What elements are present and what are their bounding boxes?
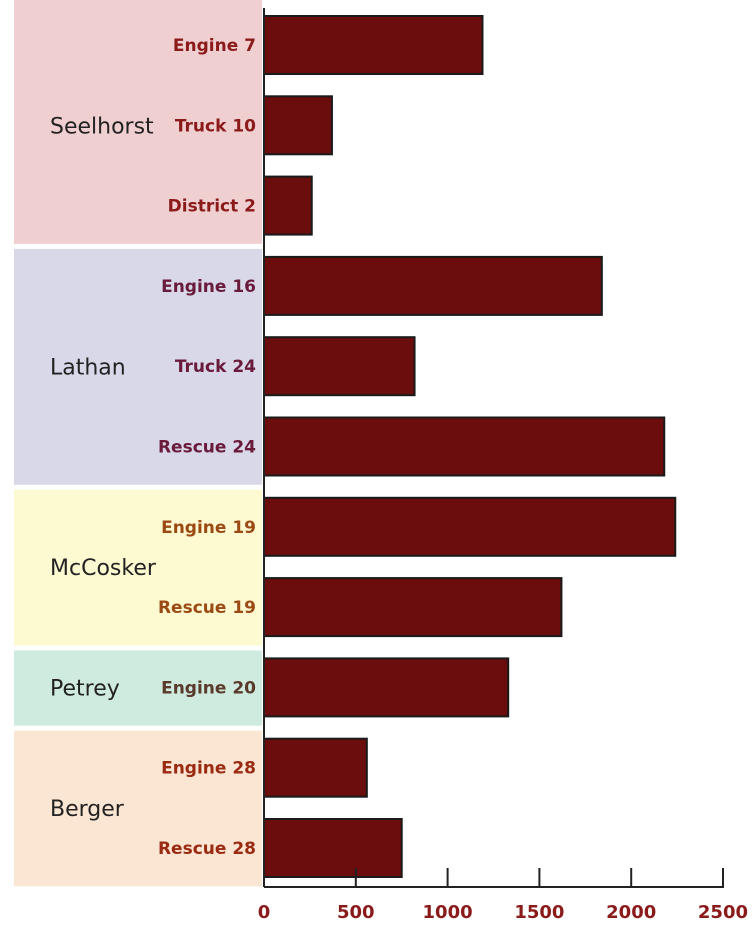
bar <box>263 496 677 557</box>
unit-label: Rescue 24 <box>158 438 256 458</box>
unit-label: Truck 10 <box>175 116 256 136</box>
unit-label: Truck 24 <box>175 357 256 377</box>
x-tick-label: 1000 <box>423 902 473 923</box>
unit-label: District 2 <box>168 197 256 217</box>
unit-label: Engine 20 <box>161 678 256 698</box>
group-bg-mccosker <box>14 489 262 646</box>
bar <box>263 336 416 397</box>
bar <box>263 255 603 316</box>
unit-label: Engine 16 <box>161 277 256 297</box>
group-backgrounds <box>14 0 262 887</box>
category-labels: Seelhorst Engine 7 Truck 10 District 2 Latha… <box>50 36 256 859</box>
group-bg-lathan <box>14 248 262 485</box>
axes: 0 500 1000 1500 2000 2500 <box>258 8 748 923</box>
group-bg-seelhorst <box>14 0 262 244</box>
group-label: Lathan <box>50 355 126 380</box>
unit-label: Engine 7 <box>173 36 256 56</box>
bar <box>263 15 484 75</box>
unit-label: Engine 19 <box>161 518 256 538</box>
unit-label: Rescue 19 <box>158 598 256 618</box>
group-label: Petrey <box>50 677 120 702</box>
group-label: Seelhorst <box>50 114 154 139</box>
bar <box>263 577 563 638</box>
x-tick-label: 2000 <box>606 902 656 923</box>
group-bg-petrey <box>14 650 262 726</box>
group-label: Berger <box>50 797 125 822</box>
group-bg-berger <box>14 730 262 887</box>
unit-label: Engine 28 <box>161 759 256 779</box>
unit-label: Rescue 28 <box>158 839 256 859</box>
bar <box>263 175 313 236</box>
bar <box>263 416 666 477</box>
bar <box>263 737 368 798</box>
x-tick-label: 2500 <box>698 902 748 923</box>
bar <box>263 818 403 878</box>
x-tick-label: 1500 <box>514 902 564 923</box>
x-tick-label: 0 <box>258 902 271 923</box>
bar <box>263 657 510 718</box>
group-label: McCosker <box>50 556 157 581</box>
bar <box>263 95 333 156</box>
bars <box>263 15 677 878</box>
x-tick-label: 500 <box>337 902 375 923</box>
